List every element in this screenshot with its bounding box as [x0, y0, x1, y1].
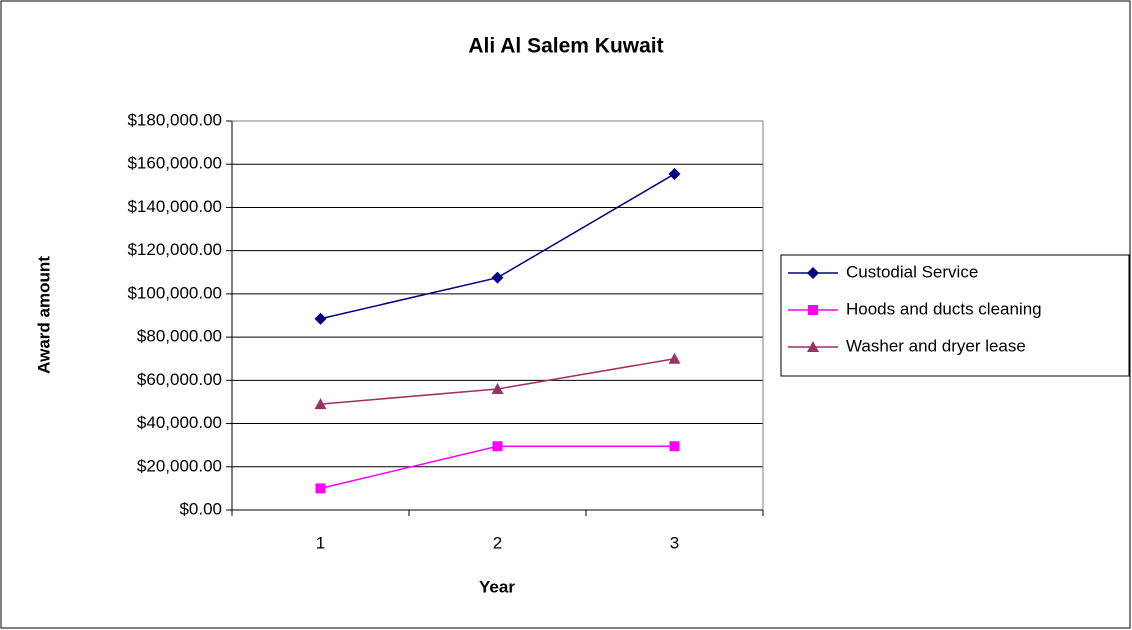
y-tick-label: $0.00 — [179, 499, 222, 518]
marker — [668, 352, 681, 364]
y-tick-label: $20,000.00 — [137, 456, 222, 475]
marker — [807, 341, 819, 352]
marker — [808, 305, 818, 315]
chart-title: Ali Al Salem Kuwait — [468, 35, 663, 58]
legend — [780, 254, 1130, 377]
x-tick-label: 3 — [670, 533, 679, 552]
y-tick-label: $60,000.00 — [137, 370, 222, 389]
x-tick-label: 2 — [493, 533, 502, 552]
y-tick-label: $40,000.00 — [137, 413, 222, 432]
y-tick-label: $160,000.00 — [127, 154, 222, 173]
marker — [315, 483, 326, 494]
marker — [807, 267, 819, 279]
x-axis-label: Year — [479, 577, 515, 596]
y-tick-label: $180,000.00 — [127, 110, 222, 129]
marker — [314, 398, 327, 410]
marker — [669, 441, 680, 452]
marker — [314, 312, 327, 325]
y-axis-label: Award amount — [34, 256, 53, 374]
y-tick-label: $140,000.00 — [127, 197, 222, 216]
y-tick-label: $120,000.00 — [127, 240, 222, 259]
marker — [668, 167, 681, 180]
marker — [491, 382, 504, 394]
legend-label: Hoods and ducts cleaning — [846, 299, 1042, 318]
y-tick-label: $100,000.00 — [127, 283, 222, 302]
marker — [492, 441, 503, 452]
x-tick-label: 1 — [316, 533, 325, 552]
legend-label: Washer and dryer lease — [846, 336, 1026, 355]
marker — [491, 271, 504, 284]
y-tick-label: $80,000.00 — [137, 327, 222, 346]
legend-label: Custodial Service — [846, 262, 978, 281]
